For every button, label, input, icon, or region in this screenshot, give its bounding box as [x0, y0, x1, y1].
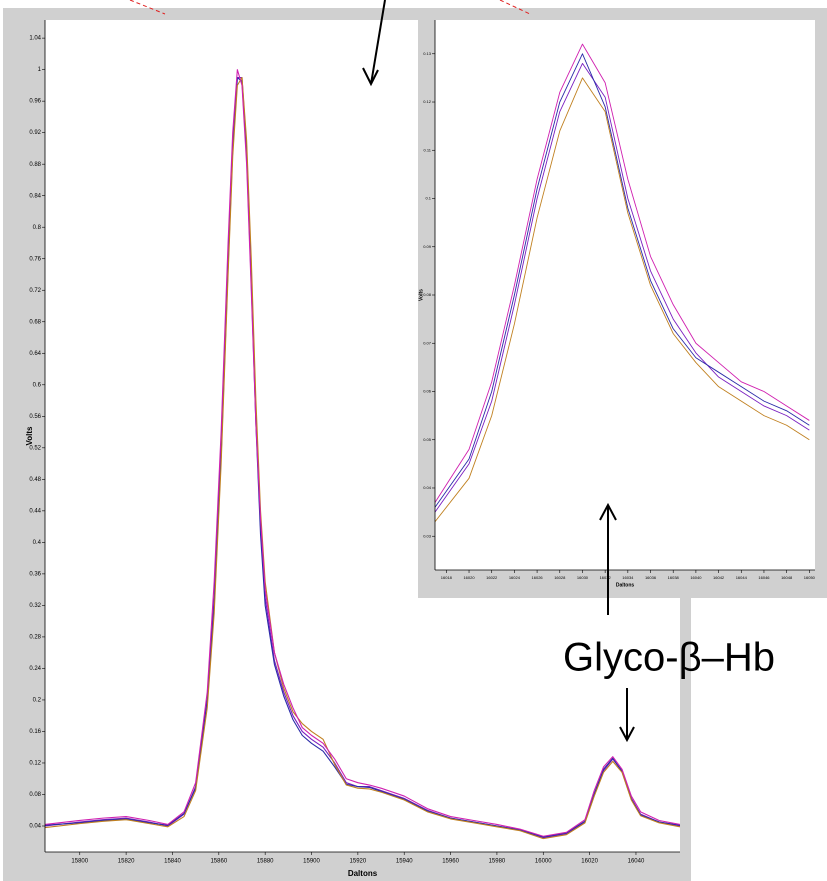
- x-tick-label: 15980: [489, 859, 506, 865]
- zoom-guide: [129, 0, 166, 15]
- inset-chart: 0.03 0.04 0.05 0.06 0.07 0.08 0.09 0.1 0.11 0.12 0…: [418, 8, 827, 598]
- y-tick-label: 0.8: [33, 225, 42, 231]
- y-tick-label: 0.24: [29, 666, 41, 672]
- y-tick-label: 0.04: [423, 485, 432, 490]
- y-tick-label: 0.04: [29, 824, 41, 830]
- x-tick-label: 16044: [736, 575, 748, 580]
- series-line: [45, 76, 680, 840]
- y-tick-label: 0.12: [29, 761, 41, 767]
- series-line: [45, 69, 680, 837]
- y-tick-label: 0.12: [423, 99, 432, 104]
- series-line: [435, 77, 810, 523]
- y-tick-label: 0.1: [425, 196, 431, 201]
- x-tick-label: 16038: [668, 575, 680, 580]
- y-tick-label: 0.36: [29, 571, 41, 577]
- y-tick-label: 0.4: [33, 540, 42, 546]
- y-tick-label: 0.2: [33, 698, 42, 704]
- y-tick-label: 0.68: [29, 319, 41, 325]
- y-axis-label: Volts: [25, 426, 34, 446]
- x-tick-label: 16036: [645, 575, 657, 580]
- zoom-guide: [499, 0, 531, 15]
- y-tick-label: 0.28: [29, 634, 41, 640]
- y-tick-label: 0.88: [29, 162, 41, 168]
- y-tick-label: 0.44: [29, 508, 41, 514]
- arrows: [362, 0, 635, 743]
- x-tick-label: 16046: [758, 575, 770, 580]
- series-group: [435, 43, 810, 523]
- y-tick-label: 0.84: [29, 193, 41, 199]
- x-tick-label: 15900: [303, 859, 320, 865]
- x-tick-label: 16050: [804, 575, 816, 580]
- y-tick-label: 0.11: [424, 147, 432, 152]
- series-line: [435, 62, 810, 513]
- y-tick-label: 0.72: [29, 288, 41, 294]
- x-tick-label: 16034: [622, 575, 634, 580]
- y-tick-label: 0.76: [29, 256, 41, 262]
- x-tick-label: 15820: [118, 859, 135, 865]
- x-axis-label: Daltons: [616, 582, 635, 588]
- x-tick-label: 16018: [441, 575, 453, 580]
- x-tick-label: 16024: [509, 575, 521, 580]
- y-tick-label: 0.96: [29, 99, 41, 105]
- x-tick-label: 15860: [210, 859, 227, 865]
- x-tick-label: 16048: [781, 575, 793, 580]
- x-tick-label: 15960: [442, 859, 459, 865]
- x-axis-label: Daltons: [348, 869, 378, 878]
- y-axis-label: Volts: [418, 289, 424, 301]
- y-tick-label: 0.48: [29, 477, 41, 483]
- x-tick-label: 15880: [257, 859, 274, 865]
- y-tick-label: 1.04: [29, 36, 41, 42]
- y-tick-label: 0.08: [29, 792, 41, 798]
- x-tick-label: 16026: [532, 575, 544, 580]
- y-tick-label: 0.56: [29, 414, 41, 420]
- x-tick-label: 16032: [600, 575, 612, 580]
- x-tick-label: 16020: [463, 575, 475, 580]
- series-line: [45, 76, 680, 838]
- x-tick-label: 15920: [350, 859, 367, 865]
- x-tick-label: 15840: [164, 859, 181, 865]
- y-tick-label: 0.32: [29, 603, 41, 609]
- series-line: [435, 53, 810, 508]
- y-tick-label: 0.05: [423, 437, 432, 442]
- y-tick-label: 0.08: [423, 292, 432, 297]
- x-tick-label: 16040: [690, 575, 702, 580]
- x-tick-label: 15940: [396, 859, 413, 865]
- x-tick-label: 15800: [71, 859, 88, 865]
- y-tick-label: 0.6: [33, 382, 42, 388]
- x-tick-label: 16022: [486, 575, 498, 580]
- y-tick-label: 0.06: [423, 389, 432, 394]
- y-tick-label: 0.09: [423, 244, 432, 249]
- x-tick-label: 16042: [713, 575, 725, 580]
- plot-area: [435, 20, 815, 570]
- y-tick-label: 0.52: [29, 445, 41, 451]
- arrow: [370, 0, 386, 85]
- y-tick-label: 0.13: [423, 51, 432, 56]
- series-group: [45, 69, 680, 840]
- y-tick-label: 0.07: [423, 340, 432, 345]
- arrow-head: [619, 726, 635, 743]
- y-tick-label: 0.64: [29, 351, 41, 357]
- y-tick-label: 0.16: [29, 729, 41, 735]
- series-line: [435, 43, 810, 503]
- y-tick-label: 0.92: [29, 130, 41, 136]
- arrow-head: [362, 67, 379, 87]
- annotation: Glyco-β–Hb: [563, 636, 775, 680]
- x-tick-label: 16028: [554, 575, 566, 580]
- x-tick-label: 16020: [581, 859, 598, 865]
- arrow-head: [599, 502, 617, 521]
- x-tick-label: 16030: [577, 575, 589, 580]
- x-tick-label: 16000: [535, 859, 552, 865]
- y-tick-label: 0.03: [423, 533, 432, 538]
- y-tick-label: 1: [38, 67, 42, 73]
- x-tick-label: 16040: [628, 859, 645, 865]
